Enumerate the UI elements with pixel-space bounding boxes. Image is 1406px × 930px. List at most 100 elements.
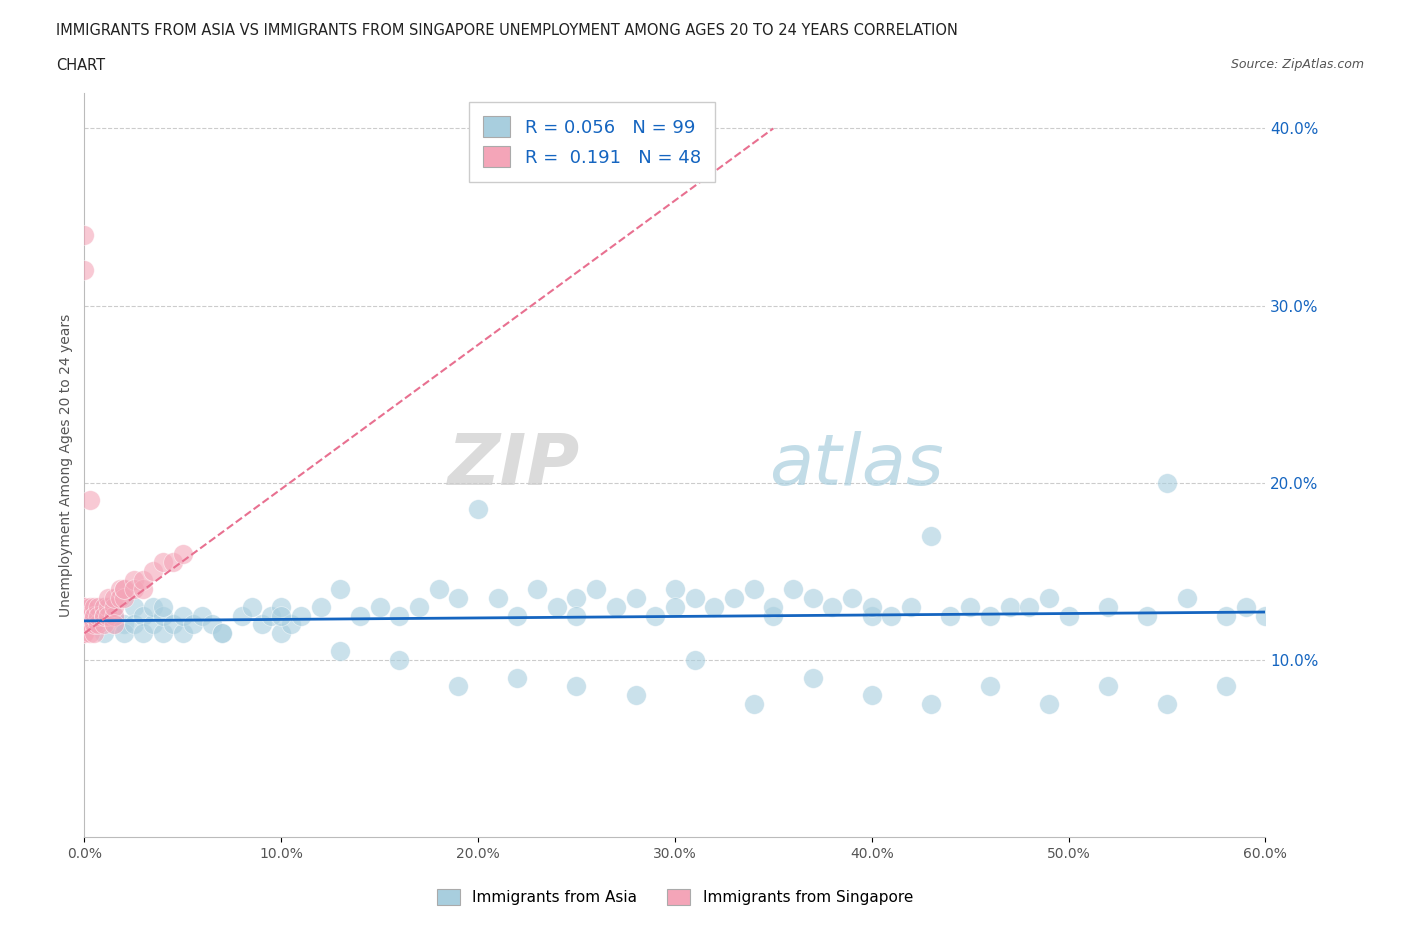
Point [447,679,470,694]
Point [122,617,145,631]
Point [103,608,125,623]
Point [172,546,194,561]
Point [821,599,844,614]
Point [1018,599,1040,614]
Point [142,564,165,578]
Point [211,626,233,641]
Point [329,581,352,596]
Point [103,591,125,605]
Point [270,599,292,614]
Point [860,599,883,614]
Point [1156,697,1178,711]
Text: IMMIGRANTS FROM ASIA VS IMMIGRANTS FROM SINGAPORE UNEMPLOYMENT AMONG AGES 20 TO : IMMIGRANTS FROM ASIA VS IMMIGRANTS FROM … [56,23,957,38]
Legend: Immigrants from Asia, Immigrants from Singapore: Immigrants from Asia, Immigrants from Si… [430,883,920,911]
Point [152,626,174,641]
Point [546,599,568,614]
Point [73,608,96,623]
Point [998,599,1021,614]
Point [162,555,184,570]
Point [979,608,1001,623]
Point [152,608,174,623]
Point [762,599,785,614]
Point [605,599,627,614]
Point [79,626,101,641]
Point [93,608,115,623]
Point [83,599,105,614]
Point [112,581,135,596]
Point [250,617,273,631]
Point [565,591,588,605]
Point [309,599,332,614]
Point [801,671,824,685]
Point [860,608,883,623]
Point [79,599,101,614]
Point [79,617,101,631]
Point [801,591,824,605]
Point [1097,599,1119,614]
Point [97,591,120,605]
Text: Source: ZipAtlas.com: Source: ZipAtlas.com [1230,58,1364,71]
Point [79,493,101,508]
Point [368,599,391,614]
Point [87,608,110,623]
Point [1136,608,1159,623]
Point [782,581,804,596]
Point [742,697,765,711]
Text: CHART: CHART [56,58,105,73]
Point [122,599,145,614]
Point [112,581,135,596]
Point [211,626,233,641]
Point [624,688,647,703]
Point [920,528,942,543]
Point [841,591,863,605]
Point [87,599,110,614]
Point [142,599,165,614]
Point [565,679,588,694]
Point [408,599,430,614]
Point [103,599,125,614]
Point [132,608,155,623]
Point [73,599,96,614]
Point [103,617,125,631]
Point [93,599,115,614]
Point [162,617,184,631]
Point [290,608,312,623]
Point [703,599,725,614]
Point [231,608,253,623]
Point [87,617,110,631]
Point [93,599,115,614]
Point [664,599,686,614]
Point [97,599,120,614]
Point [1254,608,1277,623]
Text: atlas: atlas [769,431,943,499]
Point [1175,591,1198,605]
Point [172,626,194,641]
Point [1156,475,1178,490]
Point [112,591,135,605]
Point [388,608,411,623]
Point [742,581,765,596]
Point [142,617,165,631]
Point [506,671,529,685]
Point [97,608,120,623]
Point [73,626,96,641]
Point [329,644,352,658]
Point [939,608,962,623]
Point [880,608,903,623]
Point [103,608,125,623]
Point [467,502,489,517]
Point [920,697,942,711]
Point [132,573,155,588]
Point [108,581,131,596]
Point [132,581,155,596]
Point [270,626,292,641]
Point [181,617,204,631]
Y-axis label: Unemployment Among Ages 20 to 24 years: Unemployment Among Ages 20 to 24 years [59,313,73,617]
Text: ZIP: ZIP [449,431,581,499]
Point [900,599,922,614]
Point [191,608,214,623]
Point [486,591,509,605]
Point [388,653,411,668]
Point [427,581,450,596]
Point [73,617,96,631]
